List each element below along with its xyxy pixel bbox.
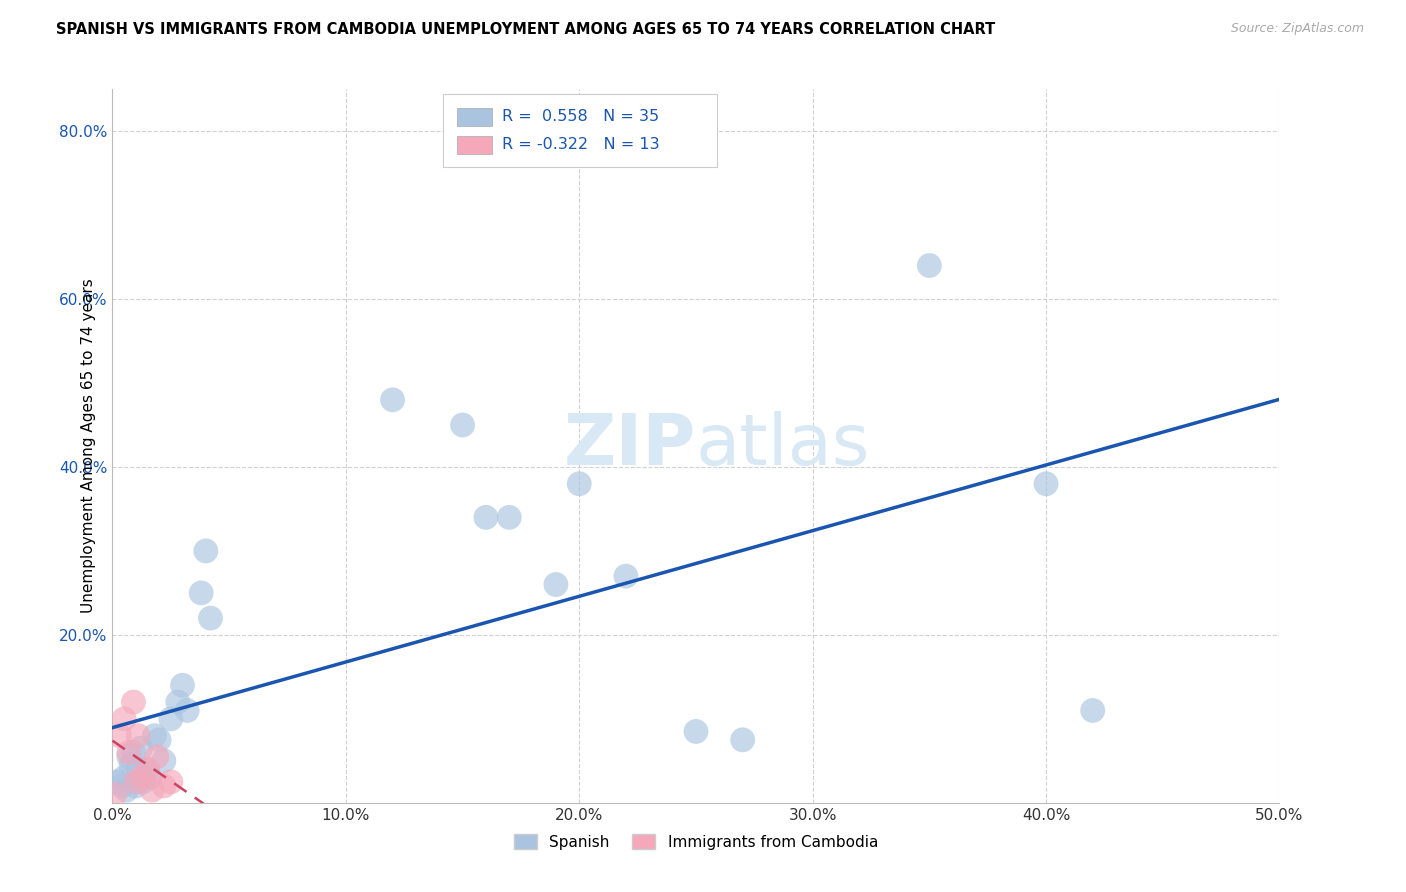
Text: Source: ZipAtlas.com: Source: ZipAtlas.com <box>1230 22 1364 36</box>
Y-axis label: Unemployment Among Ages 65 to 74 years: Unemployment Among Ages 65 to 74 years <box>80 278 96 614</box>
Point <box>153 754 176 768</box>
Point <box>108 729 131 743</box>
Point <box>127 762 149 776</box>
Legend: Spanish, Immigrants from Cambodia: Spanish, Immigrants from Cambodia <box>508 828 884 855</box>
Point <box>118 749 141 764</box>
Point <box>475 510 498 524</box>
Point <box>166 695 188 709</box>
Point <box>132 771 155 785</box>
Point <box>143 729 166 743</box>
Point <box>918 259 941 273</box>
Point <box>104 788 127 802</box>
Point <box>122 695 145 709</box>
Point <box>111 779 134 793</box>
Point <box>568 476 591 491</box>
Point <box>141 783 163 797</box>
Point <box>200 611 222 625</box>
Point <box>120 758 142 772</box>
Point <box>129 741 152 756</box>
Point <box>139 771 162 785</box>
Point <box>125 774 148 789</box>
Point <box>381 392 404 407</box>
Point <box>136 762 159 776</box>
Point <box>1081 703 1104 717</box>
Point <box>127 729 149 743</box>
Point <box>132 774 155 789</box>
Point <box>160 774 183 789</box>
Point <box>614 569 637 583</box>
Point <box>176 703 198 717</box>
Point <box>125 779 148 793</box>
Point <box>146 749 169 764</box>
Point <box>148 732 170 747</box>
Point <box>115 783 138 797</box>
Point <box>498 510 520 524</box>
Point <box>194 544 217 558</box>
Point <box>160 712 183 726</box>
Point <box>118 746 141 760</box>
Text: R =  0.558   N = 35: R = 0.558 N = 35 <box>502 109 659 124</box>
Point <box>122 746 145 760</box>
Text: ZIP: ZIP <box>564 411 696 481</box>
Point <box>685 724 707 739</box>
Text: atlas: atlas <box>696 411 870 481</box>
Point <box>153 779 176 793</box>
Point <box>112 771 135 785</box>
Text: SPANISH VS IMMIGRANTS FROM CAMBODIA UNEMPLOYMENT AMONG AGES 65 TO 74 YEARS CORRE: SPANISH VS IMMIGRANTS FROM CAMBODIA UNEM… <box>56 22 995 37</box>
Point <box>451 417 474 432</box>
Point <box>105 774 128 789</box>
Point <box>190 586 212 600</box>
Point <box>544 577 567 591</box>
Text: R = -0.322   N = 13: R = -0.322 N = 13 <box>502 137 659 153</box>
Point <box>731 732 754 747</box>
Point <box>1035 476 1057 491</box>
Point <box>172 678 194 692</box>
Point <box>112 712 135 726</box>
Point <box>136 762 159 776</box>
